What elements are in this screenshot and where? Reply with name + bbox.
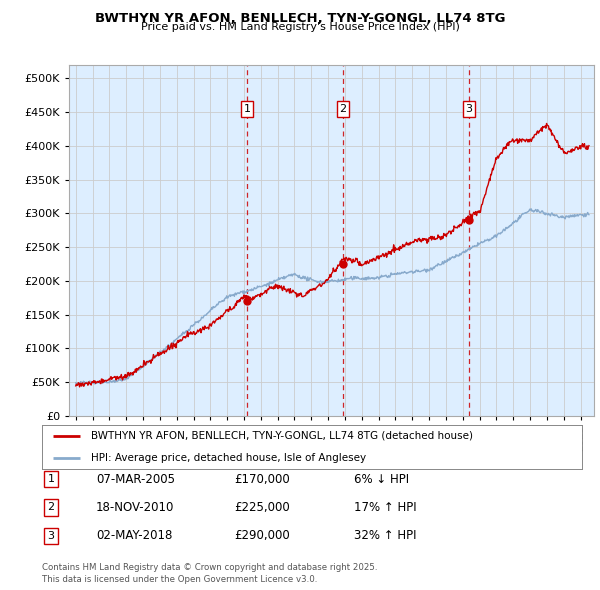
- Text: Price paid vs. HM Land Registry's House Price Index (HPI): Price paid vs. HM Land Registry's House …: [140, 22, 460, 32]
- Text: BWTHYN YR AFON, BENLLECH, TYN-Y-GONGL, LL74 8TG (detached house): BWTHYN YR AFON, BENLLECH, TYN-Y-GONGL, L…: [91, 431, 473, 441]
- Text: 3: 3: [47, 531, 55, 540]
- Text: 2: 2: [340, 104, 347, 114]
- Text: £170,000: £170,000: [234, 473, 290, 486]
- Text: BWTHYN YR AFON, BENLLECH, TYN-Y-GONGL, LL74 8TG: BWTHYN YR AFON, BENLLECH, TYN-Y-GONGL, L…: [95, 12, 505, 25]
- Text: 17% ↑ HPI: 17% ↑ HPI: [354, 501, 416, 514]
- Text: 07-MAR-2005: 07-MAR-2005: [96, 473, 175, 486]
- Text: This data is licensed under the Open Government Licence v3.0.: This data is licensed under the Open Gov…: [42, 575, 317, 584]
- Text: 6% ↓ HPI: 6% ↓ HPI: [354, 473, 409, 486]
- Text: Contains HM Land Registry data © Crown copyright and database right 2025.: Contains HM Land Registry data © Crown c…: [42, 563, 377, 572]
- Text: 1: 1: [47, 474, 55, 484]
- Text: 18-NOV-2010: 18-NOV-2010: [96, 501, 175, 514]
- Text: 32% ↑ HPI: 32% ↑ HPI: [354, 529, 416, 542]
- Text: £225,000: £225,000: [234, 501, 290, 514]
- Text: £290,000: £290,000: [234, 529, 290, 542]
- Text: 1: 1: [244, 104, 251, 114]
- Text: HPI: Average price, detached house, Isle of Anglesey: HPI: Average price, detached house, Isle…: [91, 453, 366, 463]
- Text: 2: 2: [47, 503, 55, 512]
- Text: 02-MAY-2018: 02-MAY-2018: [96, 529, 172, 542]
- Text: 3: 3: [466, 104, 472, 114]
